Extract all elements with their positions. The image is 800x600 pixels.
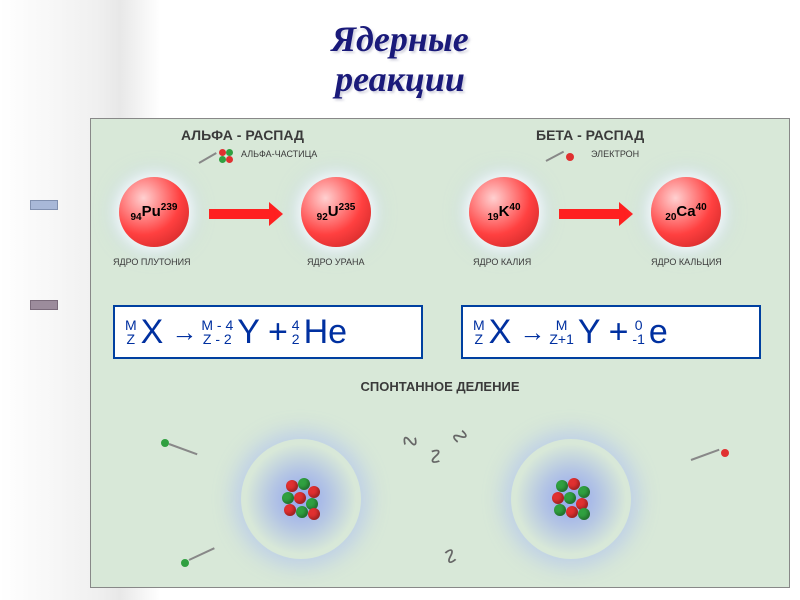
alpha-f-arrow: →	[167, 317, 201, 348]
beta-f-rhs2-top: 0-1	[632, 318, 644, 346]
alpha-f-rhs1-sym: Y	[233, 313, 264, 352]
fission-title: СПОНТАННОЕ ДЕЛЕНИЕ	[91, 379, 789, 394]
alpha-child-A: 235	[339, 202, 356, 213]
beta-particle-label: ЭЛЕКТРОН	[591, 149, 639, 159]
alpha-parent-Z: 94	[131, 212, 142, 223]
beta-f-rhs1-top: MZ+1	[549, 318, 574, 346]
beta-f-rhs1-sym: Y	[574, 313, 605, 352]
title-line1: Ядерные	[331, 19, 469, 59]
gamma-3: ∿	[445, 422, 476, 450]
alpha-particle-label: АЛЬФА-ЧАСТИЦА	[241, 149, 317, 159]
beta-child-Z: 20	[665, 212, 676, 223]
gamma-4: ∿	[435, 541, 465, 572]
alpha-f-lhs-top: MZ	[125, 318, 137, 346]
beta-parent-nucleus: 19K40	[469, 177, 539, 247]
beta-f-lhs-top: MZ	[473, 318, 485, 346]
fragment-3-trail	[189, 547, 215, 561]
alpha-child-Z: 92	[317, 212, 328, 223]
alpha-f-rhs1-top: M - 4Z - 2	[201, 318, 233, 346]
beta-formula-box: MZ X → MZ+1 Y + 0-1 e	[461, 305, 761, 359]
slide-title: Ядерные реакции	[0, 20, 800, 99]
alpha-f-rhs2-sym: He	[300, 313, 351, 352]
alpha-child-nucleus: 92U235	[301, 177, 371, 247]
beta-f-rhs2-sym: e	[645, 313, 672, 352]
beta-parent-Z: 19	[487, 212, 498, 223]
gamma-2: ∿	[420, 442, 451, 470]
alpha-parent-nucleus: 94Pu239	[119, 177, 189, 247]
beta-child-label: ЯДРО КАЛЬЦИЯ	[651, 257, 722, 267]
alpha-child-symbol: U	[328, 203, 339, 220]
alpha-trail	[199, 152, 217, 164]
content-area: АЛЬФА - РАСПАД АЛЬФА-ЧАСТИЦА 94Pu239 ЯДР…	[90, 118, 790, 588]
decay-row: АЛЬФА - РАСПАД АЛЬФА-ЧАСТИЦА 94Pu239 ЯДР…	[91, 127, 789, 267]
fission-burst-right	[511, 439, 631, 559]
beta-f-plus: +	[605, 313, 633, 352]
alpha-parent-label: ЯДРО ПЛУТОНИЯ	[113, 257, 191, 267]
alpha-parent-A: 239	[161, 202, 178, 213]
alpha-f-lhs-sym: X	[137, 313, 168, 352]
alpha-f-rhs2-top: 42	[292, 318, 300, 346]
fission-area: ∿ ∿ ∿ ∿	[91, 409, 789, 579]
alpha-child-label: ЯДРО УРАНА	[307, 257, 365, 267]
beta-parent-symbol: K	[499, 203, 510, 220]
beta-parent-label: ЯДРО КАЛИЯ	[473, 257, 531, 267]
beta-arrow	[559, 209, 619, 219]
fission-burst-left	[241, 439, 361, 559]
gamma-1: ∿	[397, 426, 424, 456]
alpha-decay-title: АЛЬФА - РАСПАД	[181, 127, 304, 143]
alpha-particle-icon	[219, 149, 239, 165]
fragment-1-trail	[169, 443, 198, 455]
alpha-parent-symbol: Pu	[142, 203, 161, 220]
fragment-2-trail	[691, 449, 720, 461]
beta-f-lhs-sym: X	[485, 313, 516, 352]
decor-bar-2	[30, 300, 58, 310]
slide-root: Ядерные реакции АЛЬФА - РАСПАД АЛЬФА-ЧАС…	[0, 0, 800, 600]
alpha-formula-box: MZ X → M - 4Z - 2 Y + 42 He	[113, 305, 423, 359]
beta-decay-title: БЕТА - РАСПАД	[536, 127, 644, 143]
beta-f-arrow: →	[515, 317, 549, 348]
alpha-f-plus: +	[264, 313, 292, 352]
fragment-1	[161, 439, 169, 447]
beta-electron-icon	[566, 153, 574, 161]
alpha-arrow	[209, 209, 269, 219]
beta-parent-A: 40	[509, 202, 520, 213]
beta-child-A: 40	[696, 202, 707, 213]
beta-trail	[546, 151, 565, 162]
fragment-2	[721, 449, 729, 457]
beta-child-symbol: Ca	[676, 203, 695, 220]
beta-child-nucleus: 20Ca40	[651, 177, 721, 247]
fragment-3	[181, 559, 189, 567]
title-line2: реакции	[335, 59, 465, 99]
decor-bar-1	[30, 200, 58, 210]
